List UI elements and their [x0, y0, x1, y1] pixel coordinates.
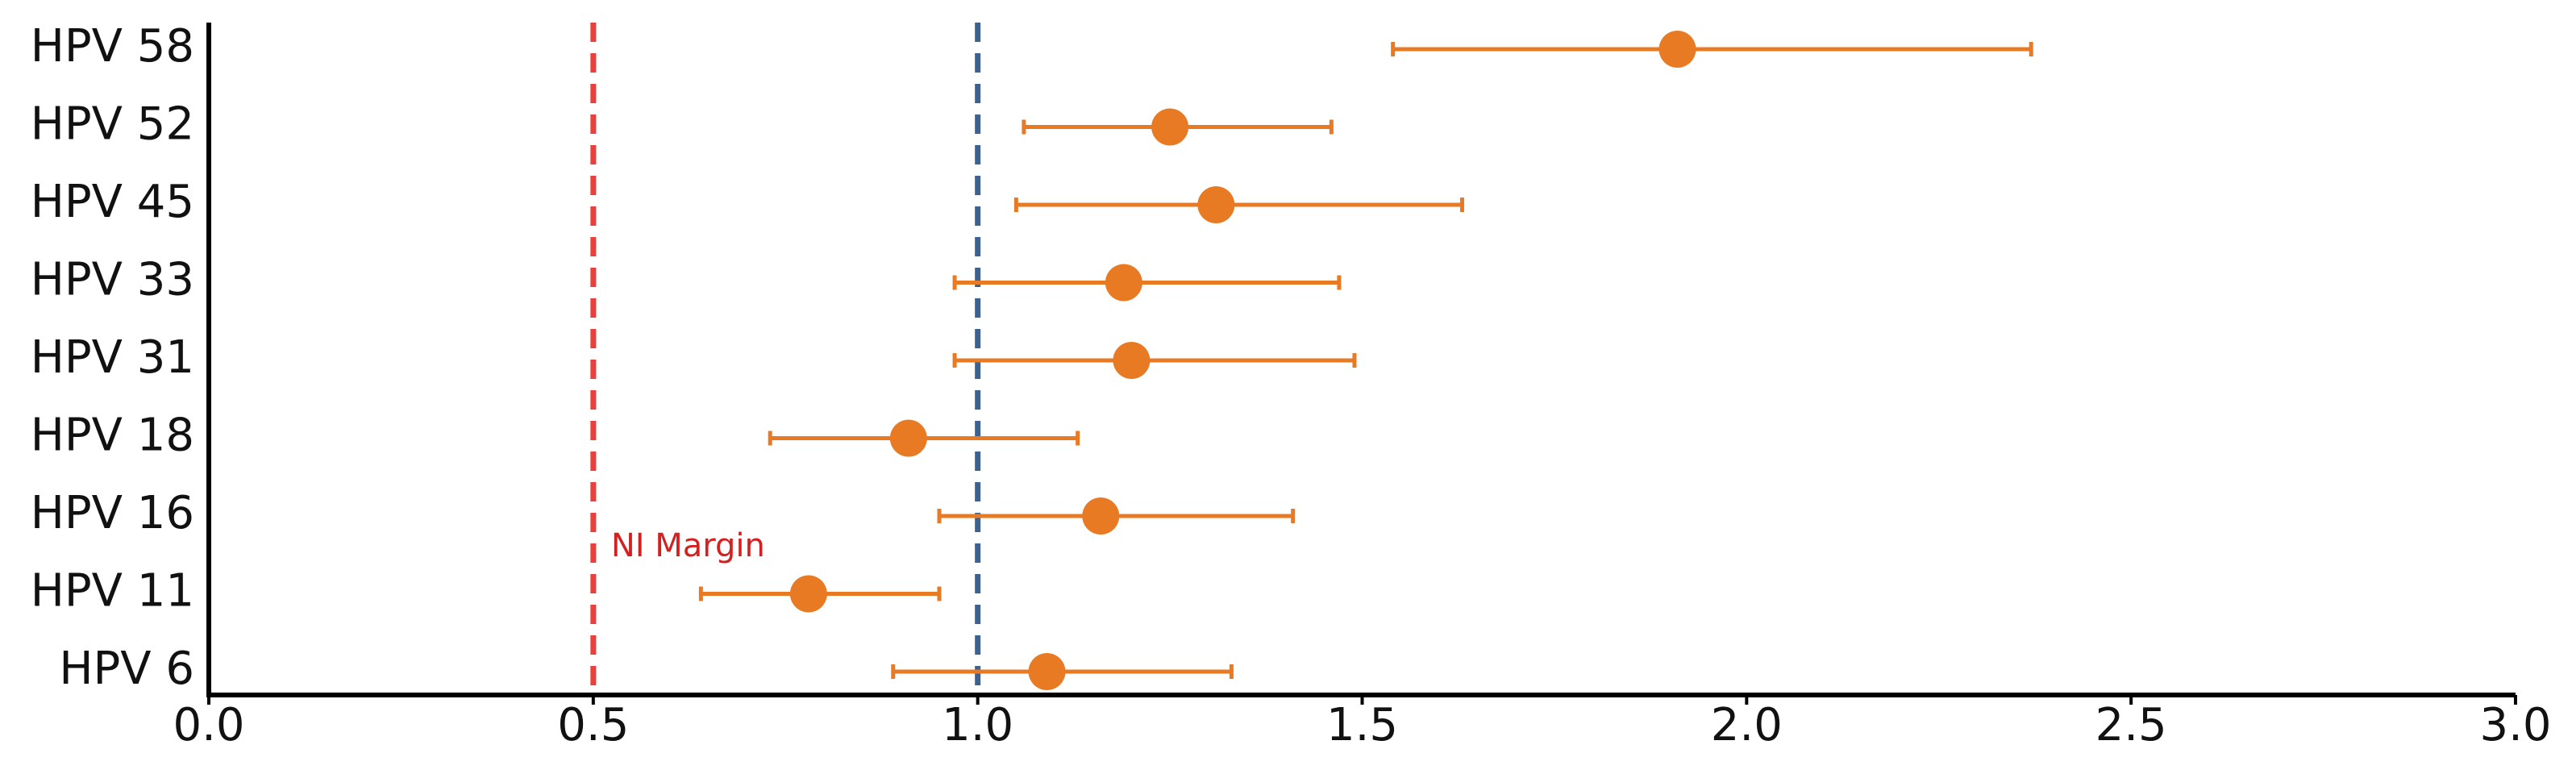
y-tick-label: HPV 18: [31, 410, 194, 462]
point-estimate: [1113, 342, 1151, 379]
point-estimate: [1197, 186, 1235, 223]
point-estimate: [889, 419, 927, 457]
x-tick-label: 1.5: [1326, 699, 1398, 751]
point-estimate: [789, 575, 827, 613]
y-tick-label: HPV 31: [31, 331, 194, 384]
point-estimate: [1105, 264, 1142, 302]
x-tick-label: 2.5: [2095, 699, 2167, 751]
point-estimate: [1151, 108, 1189, 146]
reference-label: NI Margin: [611, 527, 765, 564]
x-tick-label: 3.0: [2479, 699, 2551, 751]
y-tick-label: HPV 11: [31, 565, 194, 618]
y-tick-label: HPV 45: [31, 176, 194, 228]
x-tick-label: 0.5: [557, 699, 629, 751]
x-tick-label: 2.0: [1711, 699, 1783, 751]
x-tick-label: 0.0: [173, 699, 244, 751]
point-estimate: [1028, 653, 1066, 690]
y-tick-label: HPV 16: [31, 487, 194, 539]
x-tick-label: 1.0: [942, 699, 1013, 751]
y-tick-label: HPV 58: [31, 20, 194, 73]
y-tick-label: HPV 52: [31, 98, 194, 151]
y-tick-label: HPV 33: [31, 254, 194, 306]
y-tick-label: HPV 6: [59, 643, 194, 695]
point-estimate: [1658, 31, 1696, 68]
point-estimate: [1082, 497, 1120, 535]
